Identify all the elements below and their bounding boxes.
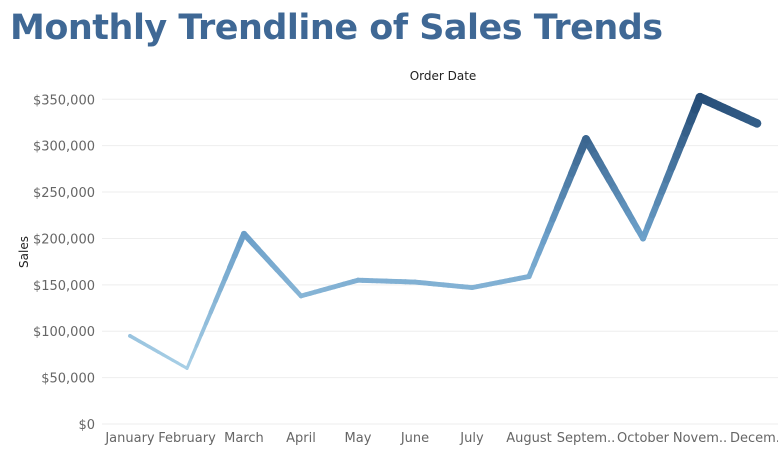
sales-line-segment <box>194 332 204 348</box>
data-point[interactable] <box>185 366 189 370</box>
y-tick-label: $0 <box>78 418 95 433</box>
x-tick-label: August <box>506 431 552 446</box>
x-tick-label: March <box>224 431 264 446</box>
x-tick-label: February <box>158 431 216 446</box>
data-point[interactable] <box>752 119 762 128</box>
data-point[interactable] <box>581 135 591 144</box>
x-tick-label: October <box>617 431 670 446</box>
data-point[interactable] <box>241 230 247 237</box>
data-point[interactable] <box>526 273 532 280</box>
data-point[interactable] <box>640 235 646 242</box>
grid-lines <box>102 98 778 425</box>
page-title: Monthly Trendline of Sales Trends <box>10 8 663 48</box>
sales-line-segment <box>185 355 194 370</box>
x-tick-label: July <box>459 431 484 446</box>
data-point[interactable] <box>412 279 418 285</box>
data-point[interactable] <box>469 285 475 291</box>
y-tick-label: $200,000 <box>33 232 95 247</box>
x-tick-label: June <box>400 431 429 446</box>
x-axis-title: Order Date <box>410 69 477 83</box>
x-tick-label: May <box>345 431 372 446</box>
y-tick-label: $150,000 <box>33 279 95 294</box>
y-axis-title: Sales <box>17 236 31 268</box>
x-tick-label: Septem.. <box>557 431 616 446</box>
data-point[interactable] <box>695 92 705 102</box>
y-tick-label: $300,000 <box>33 140 95 155</box>
data-point[interactable] <box>355 277 361 283</box>
y-tick-label: $250,000 <box>33 186 95 201</box>
y-tick-label: $350,000 <box>33 93 95 108</box>
y-axis-ticks: $0 $50,000 $100,000 $150,000 $200,000 $250,00… <box>33 93 95 433</box>
x-tick-label: Novem.. <box>673 431 727 446</box>
y-tick-label: $50,000 <box>41 372 95 387</box>
sales-series-line <box>128 92 762 370</box>
y-tick-label: $100,000 <box>33 325 95 340</box>
data-point[interactable] <box>128 334 132 338</box>
x-tick-label: April <box>286 431 316 446</box>
x-tick-label: January <box>104 431 155 446</box>
sales-line-segment <box>190 344 199 359</box>
x-tick-label: Decem.. <box>730 431 778 446</box>
data-point[interactable] <box>298 293 304 299</box>
x-axis-ticks: January February March April May June July Augu… <box>104 431 778 446</box>
